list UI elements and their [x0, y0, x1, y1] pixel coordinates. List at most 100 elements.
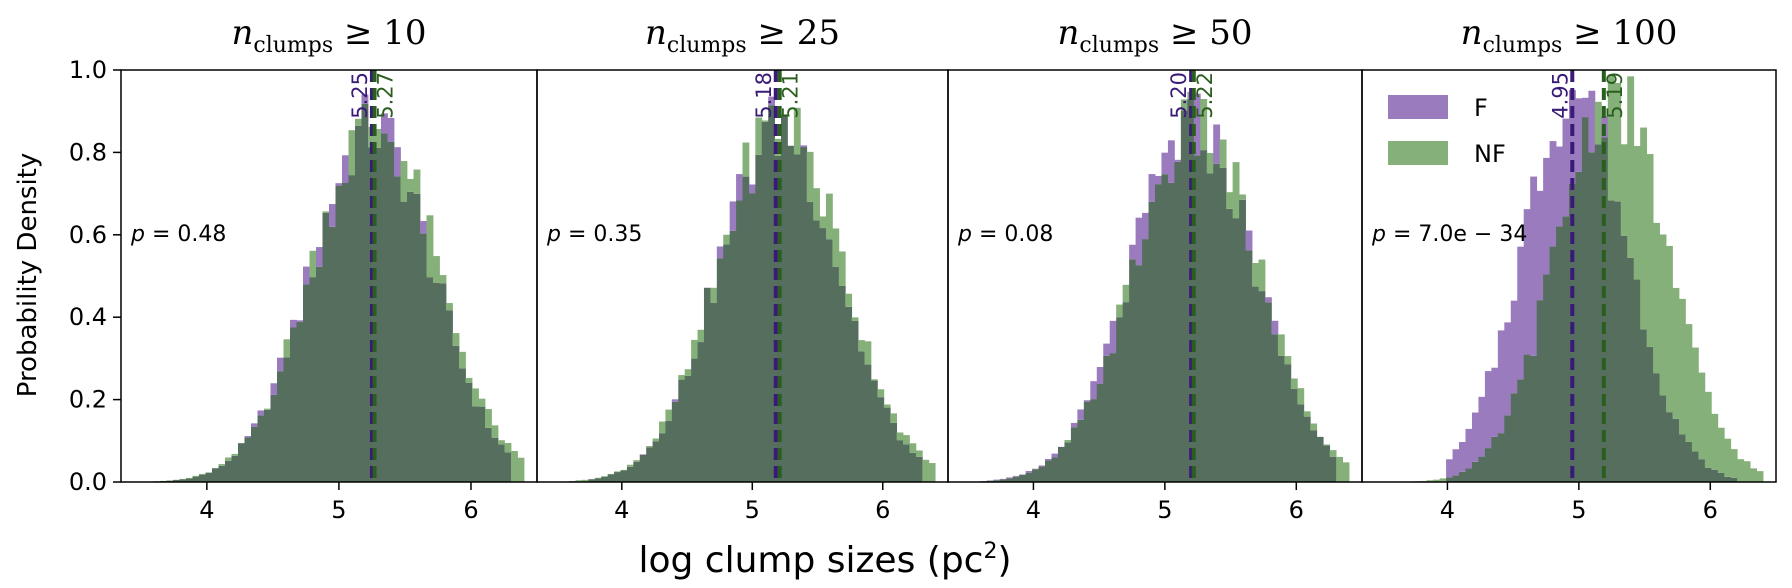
overlap-bar [877, 397, 885, 482]
overlap-bar [761, 121, 769, 482]
f-bar [1530, 176, 1538, 356]
p-value-annotation: p = 0.35 [546, 222, 642, 247]
p-value: = 0.35 [561, 222, 642, 247]
overlap-bar [691, 358, 698, 482]
overlap-bar [646, 447, 653, 482]
nf-bar [1614, 82, 1622, 202]
overlap-bar [1672, 418, 1680, 482]
nf-bar [485, 409, 492, 428]
f-bar [329, 204, 336, 227]
overlap-bar [225, 460, 232, 482]
overlap-bar [639, 454, 647, 482]
overlap-bar [800, 147, 808, 483]
nf-bar [1633, 146, 1641, 280]
f-bar [639, 454, 647, 455]
nf-bar [1704, 391, 1712, 468]
f-bar [277, 357, 284, 372]
nf-bar [864, 341, 872, 365]
overlap-bar [1711, 469, 1719, 482]
overlap-bar [1543, 274, 1550, 482]
overlap-bar [407, 191, 414, 482]
nf-bar [594, 477, 602, 479]
f-bar [1471, 412, 1479, 462]
overlap-bar [1691, 451, 1699, 482]
overlap-bar [179, 479, 187, 482]
nf-bar [851, 317, 859, 321]
y-tick-label: 0.4 [69, 303, 107, 331]
nf-bar [1252, 263, 1259, 287]
title-sub: clumps [253, 33, 333, 58]
x-tick-label: 5 [745, 496, 760, 524]
overlap-bar [903, 444, 910, 482]
overlap-bar [1530, 355, 1538, 482]
nf-bar [1219, 139, 1227, 168]
f-bar [1148, 174, 1156, 202]
f-bar [387, 117, 395, 142]
f-bar [1012, 475, 1020, 477]
nf-bar [903, 435, 910, 445]
overlap-bar [1478, 456, 1486, 482]
nf-bar [322, 211, 330, 213]
overlap-bar [472, 406, 479, 482]
overlap-bar [633, 461, 641, 482]
overlap-bar [601, 476, 609, 482]
overlap-bar [348, 175, 356, 483]
f-bar [244, 436, 252, 438]
panel-frame [1361, 69, 1777, 483]
f-bar [1504, 322, 1512, 416]
nf-bar [890, 413, 898, 423]
overlap-bar [433, 282, 440, 482]
panel-2: 5.18 5.21 p = 0.35 4 5 6 nclumps ≥ 25 [536, 13, 949, 524]
overlap-bar [342, 182, 349, 483]
panel-title: nclumps ≥ 25 [645, 13, 840, 58]
overlap-bar [1452, 475, 1460, 482]
f-median-label: 5.25 [348, 72, 372, 119]
nf-bar [1653, 222, 1660, 374]
overlap-bar [1562, 216, 1570, 482]
f-bar [394, 147, 401, 177]
f-bar [1161, 152, 1169, 175]
overlap-bar [413, 193, 421, 482]
nf-bar [1290, 378, 1298, 389]
nf-bar [400, 161, 408, 202]
nf-bar [465, 377, 473, 383]
legend-label-nf: NF [1474, 140, 1506, 168]
overlap-bar [1284, 364, 1292, 482]
overlap-bar [218, 465, 226, 482]
f-bar [800, 145, 808, 148]
nf-bar [231, 453, 239, 456]
nf-bar [684, 369, 692, 376]
overlap-bar [909, 452, 917, 482]
f-bar [1581, 97, 1589, 118]
panel-title: nclumps ≥ 50 [1057, 13, 1252, 58]
f-bar [1135, 217, 1143, 266]
title-sub: clumps [1079, 33, 1159, 58]
nf-bar [1640, 127, 1648, 330]
nf-bar [1064, 439, 1072, 443]
overlap-bar [845, 306, 853, 482]
nf-bar [1310, 423, 1318, 431]
nf-bar [368, 127, 375, 148]
nf-bar [472, 388, 479, 407]
overlap-bar [1155, 184, 1162, 482]
overlap-bar [716, 258, 724, 482]
overlap-bar [361, 103, 369, 482]
overlap-bar [212, 468, 219, 482]
overlap-bar [465, 382, 473, 482]
overlap-bar [890, 422, 898, 482]
overlap-bar [381, 133, 388, 482]
nf-bar [511, 451, 518, 482]
panel-title: nclumps ≥ 100 [1461, 13, 1678, 58]
overlap-bar [999, 479, 1007, 482]
f-bar [1510, 300, 1518, 394]
p-value: = 7.0e − 34 [1386, 222, 1527, 247]
overlap-bar [858, 351, 865, 482]
nf-bar [883, 404, 891, 408]
title-rel: ≥ 50 [1159, 13, 1252, 53]
overlap-bar [742, 176, 750, 483]
overlap-bar [231, 455, 239, 482]
overlap-bar [703, 288, 711, 482]
nf-bar [1737, 459, 1745, 482]
overlap-bar [1497, 433, 1505, 482]
